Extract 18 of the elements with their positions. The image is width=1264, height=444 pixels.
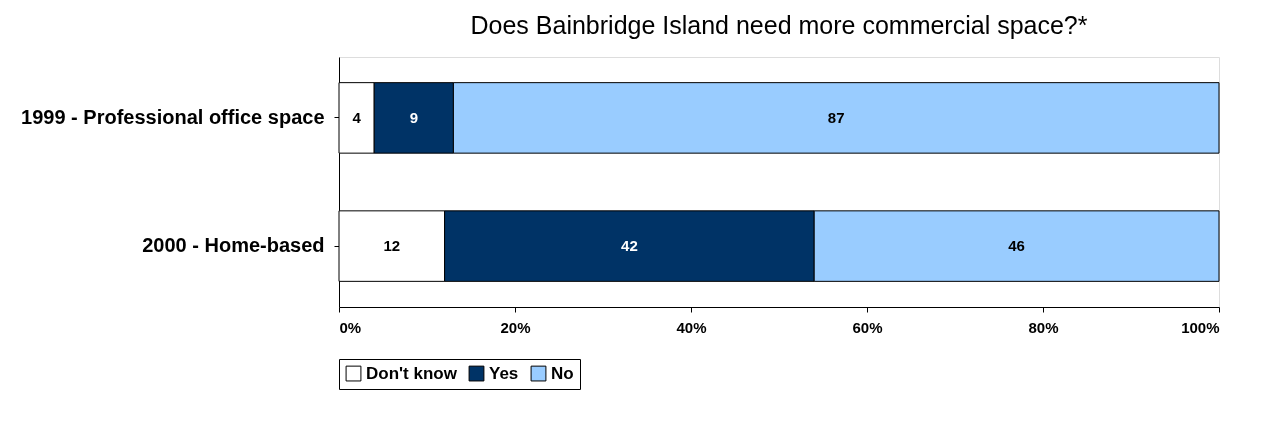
x-tick-label: 40% bbox=[676, 318, 707, 336]
legend-label: No bbox=[551, 363, 574, 383]
x-tick-label: 0% bbox=[339, 318, 362, 336]
data-label: 12 bbox=[383, 237, 401, 255]
y-tick-label: 2000 - Home-based bbox=[142, 234, 325, 257]
y-tick-label: 1999 - Professional office space bbox=[21, 105, 325, 128]
data-label: 87 bbox=[827, 108, 845, 126]
data-label: 4 bbox=[352, 108, 362, 126]
x-tick-label: 20% bbox=[500, 318, 531, 336]
data-label: 9 bbox=[409, 108, 418, 126]
data-label: 42 bbox=[621, 237, 638, 255]
legend-label: Yes bbox=[489, 363, 519, 383]
legend-label: Don't know bbox=[366, 363, 458, 383]
chart-title: Does Bainbridge Island need more commercial space?* bbox=[470, 11, 1088, 39]
x-tick-label: 100% bbox=[1181, 318, 1220, 336]
data-label: 46 bbox=[1008, 237, 1025, 255]
x-tick-label: 60% bbox=[852, 318, 883, 336]
x-tick-label: 80% bbox=[1028, 318, 1059, 336]
